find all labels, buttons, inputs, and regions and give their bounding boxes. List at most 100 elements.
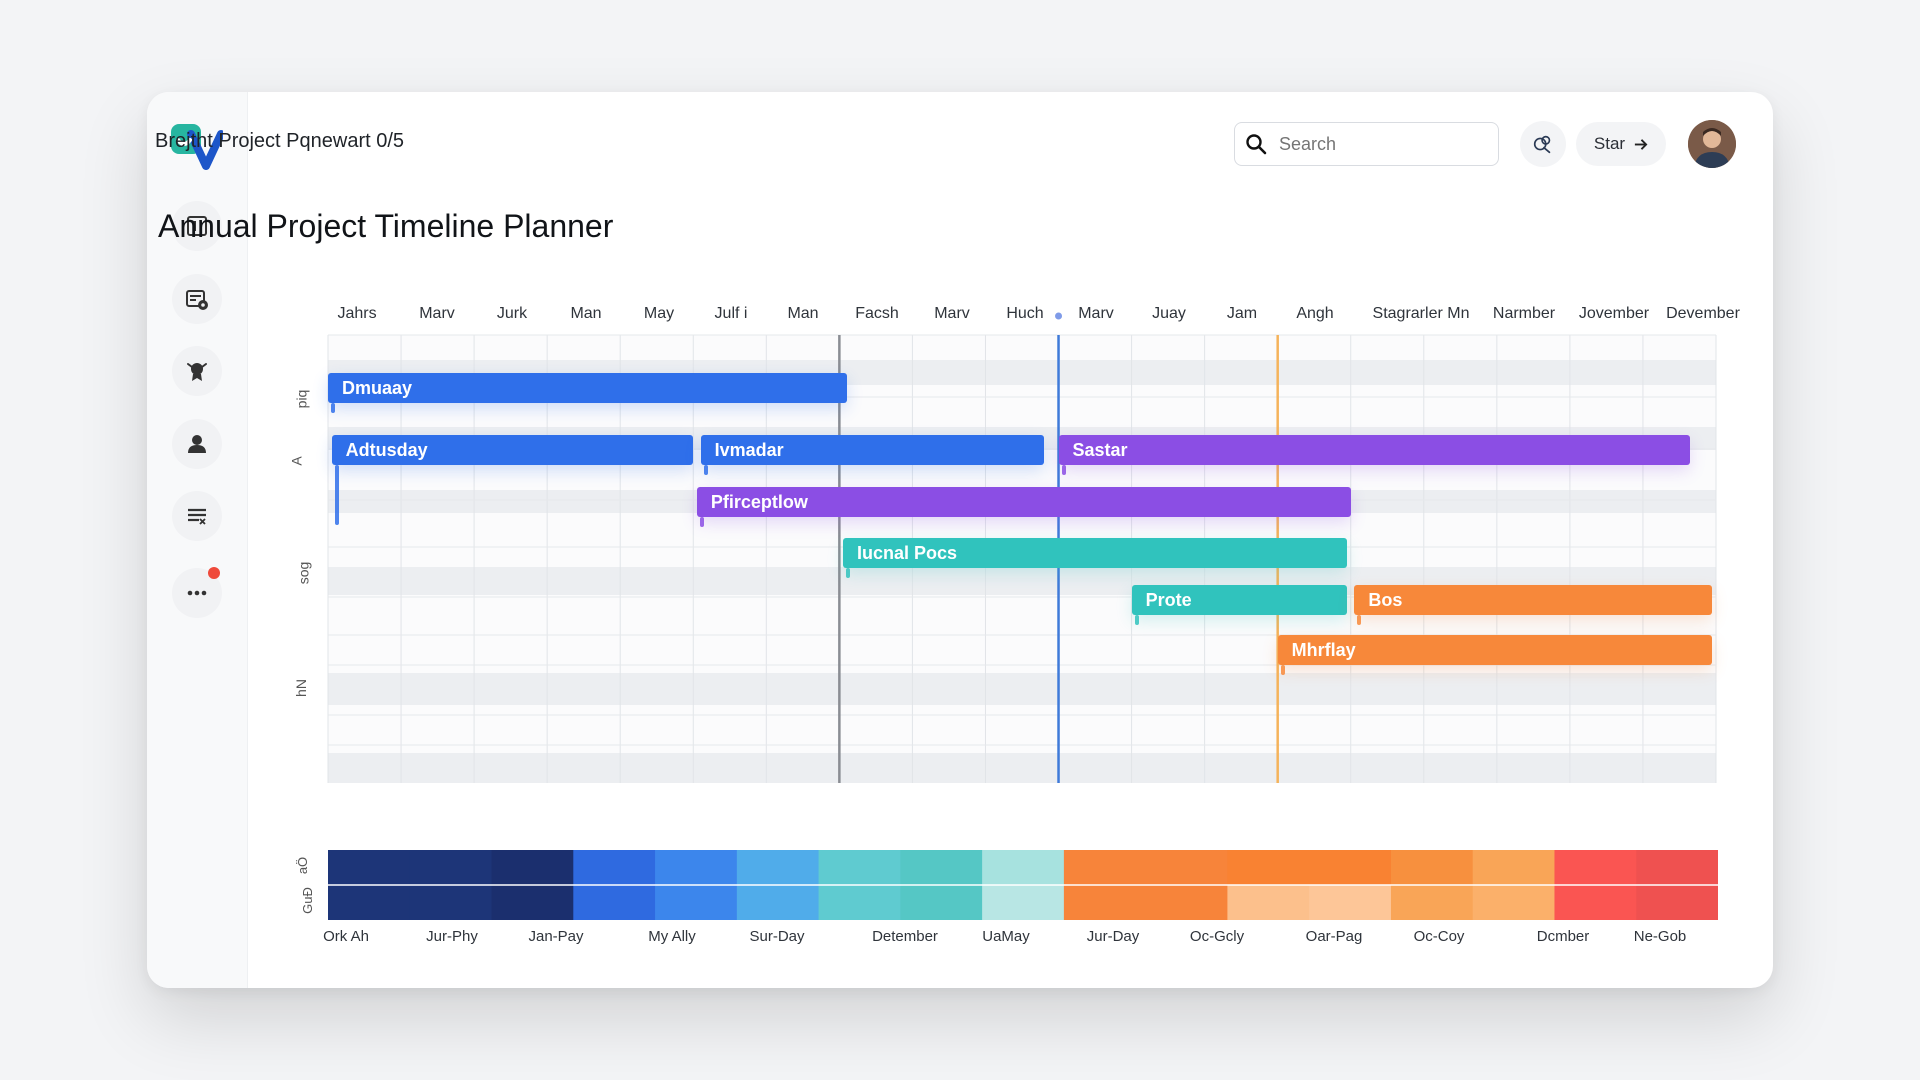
gantt-bar[interactable]: Mhrflay [1277, 635, 1713, 665]
gantt-row-band [328, 753, 1716, 783]
heatmap-axis-label: Jan-Pay [528, 928, 584, 945]
heatmap-cell [1554, 885, 1638, 920]
heatmap-cell [1227, 850, 1311, 885]
gantt-bars: Dmuaay Adtusday Ivmadar Sastar Pfirceptlow Iu… [328, 335, 1716, 783]
sidebar-item-awards[interactable] [172, 346, 222, 396]
month-label: Man [570, 305, 602, 322]
gantt-bar[interactable]: Pfirceptlow [696, 487, 1351, 517]
heatmap-cell [818, 850, 902, 885]
month-label: Man [787, 305, 819, 322]
heatmap-cell [1472, 850, 1556, 885]
sidebar-item-documents[interactable] [172, 274, 222, 324]
list-icon [188, 508, 206, 525]
heatmap-cell [491, 850, 575, 885]
gantt-bar[interactable]: Sastar [1058, 435, 1691, 465]
gantt-row-band [328, 673, 1716, 705]
month-label: Marv [419, 305, 455, 322]
sidebar-item-more[interactable] [172, 567, 222, 618]
row-label: hN [292, 679, 309, 697]
heatmap-cell [1063, 850, 1147, 885]
month-label: Marv [934, 305, 970, 322]
heatmap-axis-label: Ne-Gob [1633, 928, 1687, 945]
gantt-bar[interactable]: Bos [1354, 585, 1713, 615]
sidebar-item-layout[interactable] [172, 201, 222, 251]
heatmap-cell [328, 850, 411, 885]
month-label: May [643, 305, 675, 322]
heatmap-cell [736, 885, 820, 920]
heatmap-axis-label: Detember [872, 928, 938, 945]
heatmap-cell [1145, 885, 1229, 920]
gantt-bar[interactable]: Ivmadar [700, 435, 1044, 465]
heatmap-axis-label: Oc-Gcly [1189, 928, 1245, 945]
month-label: Huch [1006, 305, 1044, 322]
arrow-right-icon [1634, 138, 1648, 150]
heatmap-cell [573, 885, 657, 920]
more-icon [187, 590, 207, 596]
month-label: Jovember [1578, 305, 1650, 322]
month-label: Jam [1226, 305, 1258, 322]
heatmap-axis: Ork Ah Jur-Phy Jan-Pay My Ally Sur-Day Detemb… [0, 928, 1920, 952]
heatmap-row-labels: aÖ GuÐ [290, 850, 326, 920]
heatmap-cell [1636, 850, 1718, 885]
month-label: Jurk [496, 305, 528, 322]
search-box[interactable] [1234, 122, 1499, 166]
heatmap-cell [1227, 885, 1311, 920]
heatmap-cell [655, 850, 738, 885]
breadcrumb: Brejtht Project Pqnewart 0/5 [155, 130, 405, 152]
avatar[interactable] [1688, 120, 1736, 168]
gantt-bar[interactable]: Prote [1131, 585, 1348, 615]
row-label: piq [293, 389, 310, 409]
share-button[interactable] [1520, 121, 1566, 167]
heatmap-axis-label: Jur-Phy [426, 928, 478, 945]
gantt-bar[interactable]: Adtusday [331, 435, 694, 465]
search-input[interactable] [1277, 132, 1481, 156]
heatmap-cell [1063, 885, 1147, 920]
user-avatar-image [1688, 120, 1736, 168]
document-settings-icon [186, 290, 208, 310]
heatmap-row-label: GuÐ [299, 887, 315, 914]
heatmap-cell [573, 850, 657, 885]
heatmap-cell [900, 885, 984, 920]
heatmap-cell [1145, 850, 1229, 885]
star-button-label: Star [1593, 134, 1626, 153]
collaborators-icon [1533, 135, 1551, 154]
gantt-bar[interactable]: Dmuaay [328, 373, 847, 403]
row-label: A [288, 456, 305, 466]
heatmap-cell [655, 885, 738, 920]
gantt-bar[interactable]: Iucnal Pocs [843, 538, 1348, 568]
heatmap-cell [900, 850, 984, 885]
search-icon [1246, 134, 1267, 155]
month-header-row: Jahrs Marv Jurk Man May Julf i Man Facsh Marv Huc… [0, 305, 1920, 329]
month-label: Angh [1296, 305, 1334, 322]
heatmap-strip [328, 850, 1718, 920]
gantt-bar-tick [1134, 615, 1139, 625]
month-label: Marv [1078, 305, 1114, 322]
heatmap-axis-label: Sur-Day [749, 928, 805, 945]
heatmap-cell [982, 850, 1065, 885]
sidebar-item-lists[interactable] [172, 491, 222, 541]
row-label: sog [295, 561, 312, 585]
month-label: Facsh [855, 305, 899, 322]
heatmap-cell [1390, 850, 1474, 885]
heatmap-cell [1636, 885, 1718, 920]
app-logo[interactable] [171, 124, 225, 170]
heatmap-row-label: aÖ [295, 856, 311, 875]
heatmap-cell [328, 885, 411, 920]
heatmap-cell [736, 850, 820, 885]
heatmap-axis-label: My Ally [648, 928, 696, 945]
month-label: Stagrarler Mn [1372, 305, 1470, 322]
award-icon [187, 363, 207, 381]
month-label: Narmber [1492, 305, 1556, 322]
heatmap-axis-label: UaMay [982, 928, 1030, 945]
heatmap-cell [1472, 885, 1556, 920]
heatmap-cell [982, 885, 1065, 920]
sidebar-item-users[interactable] [172, 419, 222, 469]
heatmap-cell [409, 885, 493, 920]
gantt-bar-tick [1061, 465, 1066, 475]
gantt-bar-tick [703, 465, 708, 475]
month-label: Juay [1152, 305, 1186, 322]
heatmap-cell [1554, 850, 1638, 885]
gantt-bar-tick [334, 465, 339, 525]
star-button[interactable]: Star [1576, 122, 1666, 166]
user-icon [188, 435, 206, 453]
